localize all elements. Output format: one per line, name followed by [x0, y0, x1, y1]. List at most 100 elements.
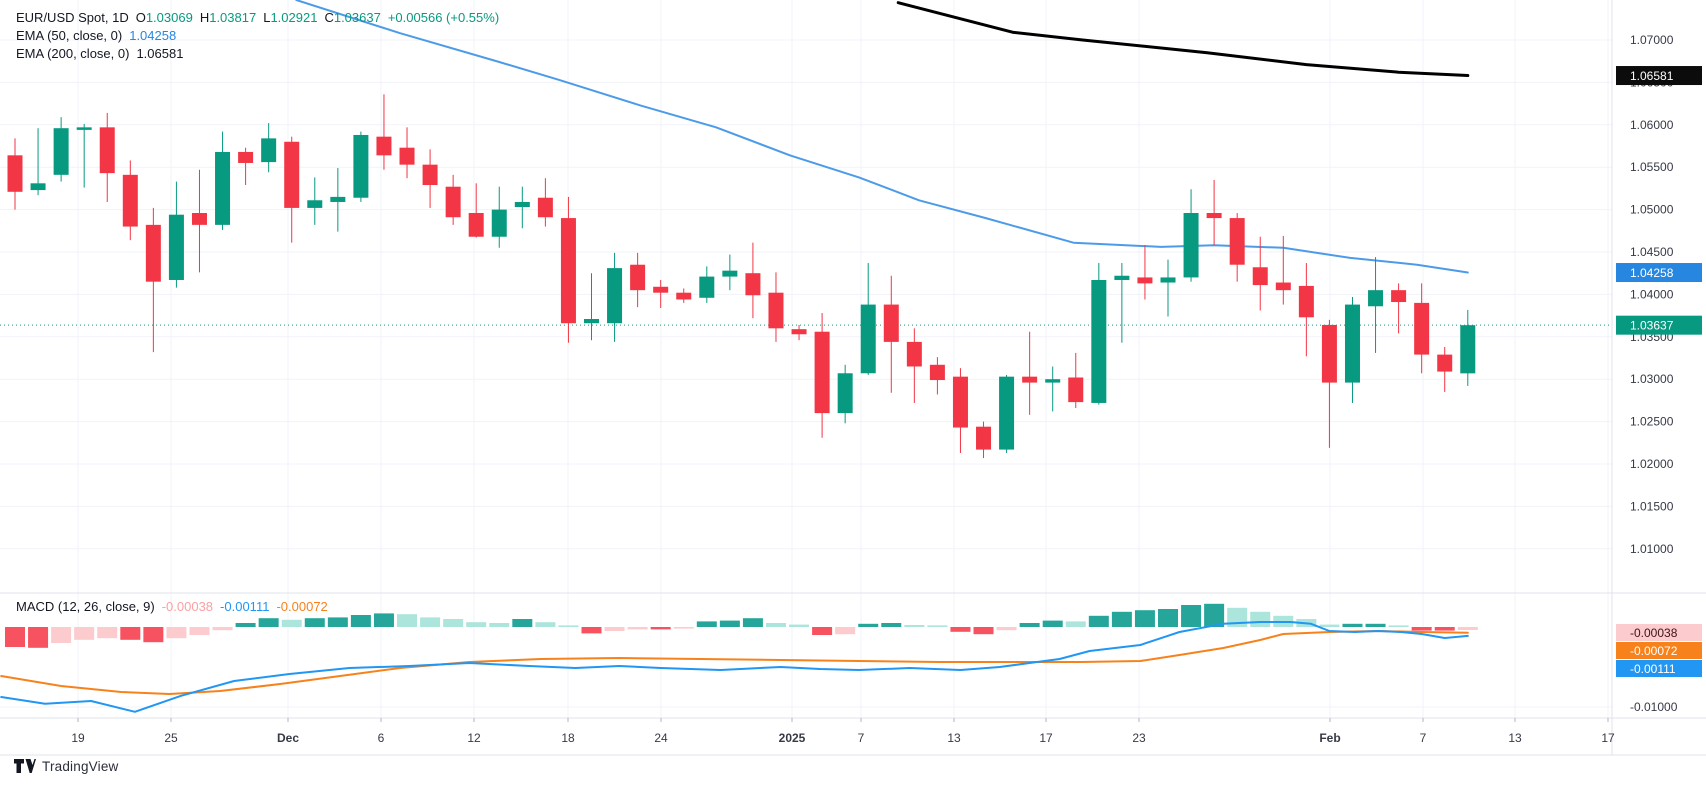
macd-label: MACD (12, 26, close, 9) — [16, 598, 155, 614]
ema200-price-badge-text: 1.06581 — [1630, 69, 1674, 83]
macd-histogram-bar — [74, 627, 95, 640]
macd-histogram-bar — [535, 622, 556, 627]
candle-body — [976, 426, 992, 450]
candle-body — [1391, 290, 1407, 303]
macd-histogram-bar — [1158, 609, 1178, 627]
price-axis-label: 1.03000 — [1630, 372, 1674, 386]
macd-histogram-bar — [789, 624, 810, 627]
candle-body — [261, 138, 277, 163]
candle-body — [191, 212, 207, 225]
macd-histogram-bar — [212, 627, 233, 631]
symbol-legend-row[interactable]: EUR/USD Spot, 1D O 1.03069 H 1.03817 L 1.02… — [16, 8, 499, 26]
candle-body — [30, 183, 46, 191]
macd-histogram-bar — [1111, 611, 1132, 627]
macd-legend-row[interactable]: MACD (12, 26, close, 9) -0.00038 -0.0011… — [16, 597, 328, 615]
time-axis-label: 17 — [1601, 731, 1615, 745]
candle-body — [1114, 275, 1130, 280]
candle-body — [1414, 302, 1430, 355]
candle-body — [837, 373, 853, 414]
candle-body — [814, 331, 830, 414]
high-label: H — [199, 9, 210, 25]
candle-body — [676, 292, 692, 300]
time-axis-label: 25 — [164, 731, 178, 745]
macd-histogram-bar — [350, 615, 371, 627]
price-axis-label: 1.04000 — [1630, 287, 1674, 301]
macd-histogram-bar — [604, 627, 625, 631]
time-axis-label: Dec — [277, 731, 299, 745]
macd-histogram-bar — [466, 622, 487, 627]
candle-body — [445, 186, 461, 218]
macd-histogram-bar — [558, 625, 579, 627]
price-axis-label: 1.04500 — [1630, 245, 1674, 259]
candle-body — [653, 286, 669, 293]
macd-hist-badge-text: -0.00038 — [1630, 626, 1678, 640]
macd-signal-line — [0, 630, 1469, 695]
candle-body — [1160, 277, 1176, 283]
macd-histogram-bar — [420, 617, 441, 627]
macd-histogram-bar — [858, 623, 879, 627]
time-axis[interactable] — [0, 718, 1612, 755]
ema50-price-badge — [1616, 263, 1702, 283]
ema50-legend-row[interactable]: EMA (50, close, 0) 1.04258 — [16, 26, 499, 44]
candle-body — [722, 270, 738, 277]
last-price-badge — [1616, 315, 1702, 335]
macd-line-value: -0.00111 — [220, 598, 270, 614]
macd-legend: MACD (12, 26, close, 9) -0.00038 -0.0011… — [16, 597, 328, 615]
macd-hist-badge — [1616, 624, 1702, 641]
ema200-price-badge — [1616, 66, 1702, 86]
macd-histogram-bar — [765, 623, 786, 627]
time-axis-label: 6 — [378, 731, 385, 745]
macd-histogram-bar — [673, 627, 694, 629]
macd-histogram-bar — [5, 627, 25, 647]
candle-body — [145, 224, 161, 282]
candle-body — [1229, 218, 1245, 265]
price-axis-label: 1.05000 — [1630, 203, 1674, 217]
macd-histogram-bar — [397, 614, 418, 627]
price-axis-label: 1.02500 — [1630, 415, 1674, 429]
macd-histogram-bar — [1204, 603, 1225, 627]
macd-histogram-bar — [1457, 627, 1478, 631]
candle-body — [353, 134, 369, 198]
candle-body — [307, 200, 323, 208]
candle-body — [1022, 376, 1038, 383]
ema200-legend-row[interactable]: EMA (200, close, 0) 1.06581 — [16, 44, 499, 62]
tradingview-brand-link[interactable]: TradingView — [14, 759, 119, 774]
macd-histogram-bar — [1065, 621, 1086, 627]
macd-histogram-bar — [1434, 627, 1455, 631]
low-label: L — [263, 9, 271, 25]
macd-histogram-bar — [1181, 605, 1202, 627]
candle-body — [1275, 282, 1291, 291]
candle-body — [76, 127, 92, 130]
price-axis[interactable] — [1612, 0, 1706, 755]
macd-histogram-bar — [627, 627, 648, 630]
macd-histogram-bar — [1411, 627, 1432, 631]
macd-histogram-bar — [881, 623, 902, 627]
candle-body — [1344, 304, 1360, 383]
candle-body — [1437, 354, 1453, 372]
macd-signal-value: -0.00072 — [276, 598, 328, 614]
symbol-title: EUR/USD Spot, 1D — [16, 9, 129, 25]
ema200-line — [896, 1, 1470, 77]
price-axis-label: 1.01000 — [1630, 542, 1674, 556]
candle-body — [1252, 267, 1268, 286]
time-axis-label: 13 — [947, 731, 961, 745]
macd-histogram-bar — [281, 619, 302, 627]
candle-body — [1091, 279, 1107, 403]
macd-histogram-bar — [1250, 611, 1271, 627]
main-legend: EUR/USD Spot, 1D O 1.03069 H 1.03817 L 1.02… — [16, 8, 499, 62]
high-value: H 1.03817 — [200, 10, 256, 25]
macd-histogram-bar — [189, 627, 210, 635]
macd-line-badge-text: -0.00111 — [1630, 662, 1676, 676]
change-value: +0.00566 (+0.55%) — [387, 9, 500, 25]
candle-body — [699, 276, 715, 298]
candle-body — [1368, 290, 1384, 307]
macd-histogram-bar — [489, 623, 510, 627]
candle-body — [929, 364, 945, 381]
ema200-label: EMA (200, close, 0) — [16, 45, 130, 61]
time-axis-label: 13 — [1508, 731, 1522, 745]
candle-body — [1068, 377, 1084, 403]
candle-body — [584, 318, 599, 324]
